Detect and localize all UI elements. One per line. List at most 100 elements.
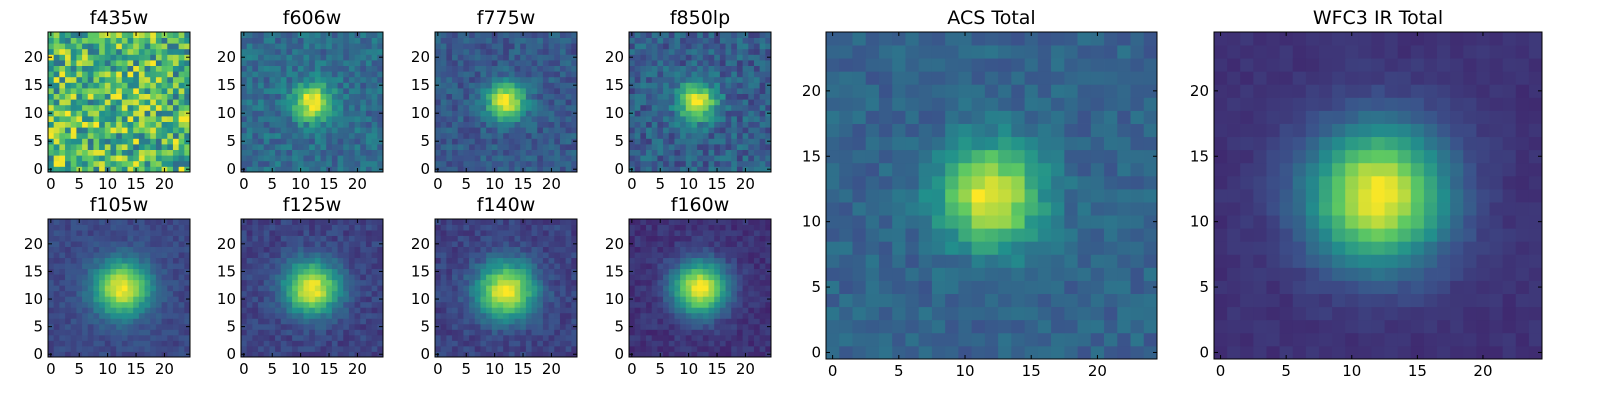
heatmap-cell: [446, 257, 453, 264]
heatmap-cell: [514, 54, 521, 61]
heatmap-cell: [548, 340, 555, 347]
heatmap-cell: [314, 230, 321, 236]
heatmap-cell: [59, 32, 66, 38]
heatmap-cell: [280, 76, 287, 83]
heatmap-cell: [674, 37, 681, 44]
heatmap-cell: [531, 235, 538, 242]
heatmap-cell: [759, 351, 766, 358]
heatmap-cell: [452, 127, 459, 134]
heatmap-cell: [736, 285, 743, 292]
heatmap-cell: [486, 290, 493, 297]
heatmap-cell: [116, 329, 123, 336]
heatmap-cell: [719, 104, 726, 111]
heatmap-cell: [110, 82, 117, 89]
heatmap-cell: [514, 76, 521, 83]
heatmap-cell: [474, 54, 481, 61]
heatmap-cell: [514, 121, 521, 128]
heatmap-cell: [525, 160, 532, 167]
heatmap-cell: [697, 32, 704, 38]
heatmap-cell: [87, 345, 94, 352]
heatmap-cell: [309, 301, 316, 308]
heatmap-cell: [53, 99, 60, 106]
heatmap-cell: [525, 246, 532, 253]
heatmap-cell: [565, 318, 572, 325]
heatmap-cell: [269, 257, 276, 264]
heatmap-cell: [531, 88, 538, 94]
heatmap-cell: [167, 132, 174, 139]
heatmap-cell: [452, 263, 459, 270]
heatmap-cell: [76, 257, 83, 264]
heatmap-cell: [691, 116, 698, 122]
heatmap-cell: [365, 32, 373, 38]
heatmap-cell: [314, 285, 321, 292]
heatmap-cell: [133, 257, 140, 264]
heatmap-cell: [520, 149, 527, 156]
heatmap-cell: [634, 318, 641, 325]
heatmap-cell: [53, 323, 60, 330]
heatmap-cell: [537, 279, 544, 286]
heatmap-cell: [474, 219, 481, 225]
heatmap-cell: [446, 93, 453, 100]
heatmap-cell: [691, 301, 698, 308]
heatmap-cell: [554, 224, 561, 231]
heatmap-cell: [680, 312, 687, 319]
heatmap-cell: [531, 312, 538, 319]
heatmap-cell: [93, 48, 100, 55]
heatmap-cell: [280, 345, 287, 352]
heatmap-cell: [474, 88, 481, 94]
heatmap-cell: [133, 60, 140, 66]
heatmap-cell: [263, 160, 270, 167]
heatmap-cell: [70, 263, 77, 270]
heatmap-cell: [82, 71, 89, 78]
heatmap-cell: [714, 312, 721, 319]
heatmap-cell: [542, 60, 549, 66]
heatmap-cell: [70, 166, 77, 173]
heatmap-cell: [144, 54, 151, 61]
heatmap-cell: [565, 155, 572, 162]
heatmap-cell: [668, 82, 675, 89]
heatmap-cell: [674, 60, 681, 66]
heatmap-cell: [377, 257, 384, 264]
heatmap-cell: [314, 219, 321, 225]
heatmap-cell: [571, 43, 578, 50]
x-tick-label: 10: [485, 360, 504, 378]
heatmap-cell: [548, 160, 555, 167]
heatmap-cell: [663, 149, 670, 156]
heatmap-cell: [99, 110, 106, 117]
heatmap-cell: [640, 48, 647, 55]
heatmap-cell: [121, 241, 128, 247]
heatmap-cell: [646, 323, 653, 330]
heatmap-cell: [371, 307, 378, 314]
heatmap-cell: [480, 99, 487, 106]
heatmap-cell: [286, 32, 293, 38]
heatmap-cell: [297, 138, 304, 145]
heatmap-cell: [360, 121, 367, 128]
heatmap-cell: [480, 334, 487, 341]
heatmap-cell: [104, 268, 111, 275]
heatmap-cell: [178, 54, 185, 61]
heatmap-cell: [104, 345, 111, 352]
heatmap-cell: [292, 37, 299, 44]
heatmap-cell: [725, 32, 732, 38]
heatmap-cell: [280, 318, 287, 325]
heatmap-cell: [457, 246, 464, 253]
heatmap-cell: [184, 155, 191, 162]
heatmap-cell: [657, 301, 664, 308]
heatmap-cell: [360, 37, 367, 44]
heatmap-cell: [155, 132, 162, 139]
heatmap-cell: [76, 116, 83, 122]
heatmap-cell: [110, 257, 117, 264]
heatmap-cell: [736, 54, 743, 61]
heatmap-cell: [371, 48, 378, 55]
heatmap-cell: [280, 235, 287, 242]
heatmap-cell: [326, 116, 333, 122]
heatmap-cell: [537, 312, 544, 319]
heatmap-cell: [480, 110, 487, 117]
heatmap-cell: [104, 241, 111, 247]
heatmap-cell: [691, 104, 698, 111]
heatmap-cell: [65, 99, 72, 106]
heatmap-cell: [753, 149, 761, 156]
heatmap-cell: [343, 312, 350, 319]
heatmap-cell: [178, 132, 185, 139]
heatmap-cell: [680, 323, 687, 330]
